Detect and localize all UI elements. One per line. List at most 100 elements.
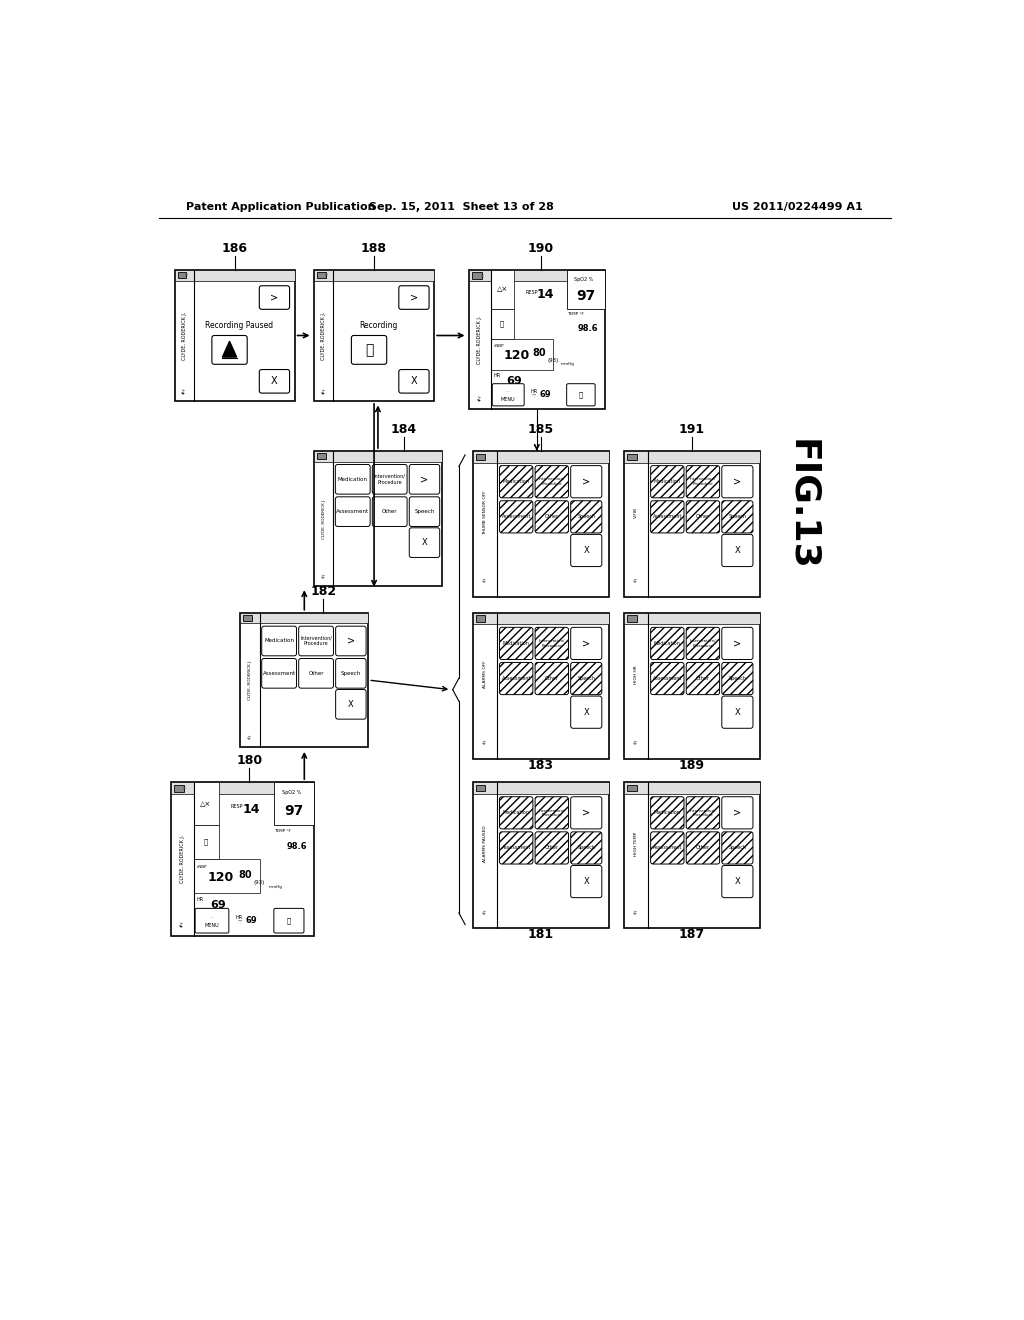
Bar — [317, 272, 326, 279]
Text: Medication: Medication — [338, 477, 368, 482]
FancyBboxPatch shape — [570, 866, 602, 898]
Polygon shape — [222, 342, 237, 358]
Text: Assessment: Assessment — [652, 845, 682, 850]
Text: Medication: Medication — [654, 810, 681, 816]
Text: Medication: Medication — [503, 810, 529, 816]
Text: 98.6: 98.6 — [287, 842, 307, 851]
Bar — [273, 781, 314, 825]
FancyBboxPatch shape — [410, 465, 439, 494]
Bar — [624, 612, 760, 624]
Bar — [183, 787, 185, 789]
Text: Assessment: Assessment — [262, 671, 296, 676]
Text: X: X — [734, 708, 740, 717]
Text: MENU: MENU — [205, 923, 219, 928]
Text: Speech: Speech — [578, 676, 595, 681]
Text: αβγ: αβγ — [634, 739, 638, 744]
Bar — [314, 451, 442, 462]
Text: Speech: Speech — [578, 845, 595, 850]
Bar — [473, 781, 608, 793]
Text: Patent Application Publication: Patent Application Publication — [186, 202, 376, 213]
FancyBboxPatch shape — [570, 466, 602, 498]
Text: ALARMS OFF: ALARMS OFF — [483, 660, 487, 688]
Text: CLYDE, RODERICK J.: CLYDE, RODERICK J. — [477, 315, 482, 363]
FancyBboxPatch shape — [722, 866, 753, 898]
Text: X: X — [422, 539, 427, 546]
FancyBboxPatch shape — [410, 496, 439, 527]
FancyBboxPatch shape — [536, 500, 568, 533]
Text: US 2011/0224499 A1: US 2011/0224499 A1 — [732, 202, 863, 213]
Text: αβγ: αβγ — [322, 573, 326, 578]
Text: 📷: 📷 — [287, 917, 291, 924]
FancyBboxPatch shape — [336, 659, 366, 688]
Text: X: X — [348, 700, 353, 709]
FancyBboxPatch shape — [686, 627, 720, 660]
FancyBboxPatch shape — [259, 370, 290, 393]
Text: 181: 181 — [527, 928, 554, 941]
Text: αβγ: αβγ — [483, 739, 487, 744]
Bar — [314, 451, 442, 586]
Text: Speech: Speech — [728, 676, 746, 681]
Text: X: X — [271, 376, 278, 387]
FancyBboxPatch shape — [536, 466, 568, 498]
Text: 188: 188 — [361, 242, 387, 255]
Text: 98.6: 98.6 — [578, 323, 599, 333]
Text: CLYDE, RODERICK J.: CLYDE, RODERICK J. — [248, 660, 252, 701]
Text: X: X — [584, 876, 589, 886]
FancyBboxPatch shape — [566, 384, 595, 405]
FancyBboxPatch shape — [536, 663, 568, 694]
Text: HR: HR — [197, 896, 204, 902]
FancyBboxPatch shape — [722, 535, 753, 566]
Bar — [174, 271, 295, 401]
Bar — [624, 781, 760, 793]
Bar — [627, 615, 637, 622]
Bar — [472, 272, 481, 279]
Text: Recording Paused: Recording Paused — [205, 321, 273, 330]
FancyBboxPatch shape — [686, 500, 720, 533]
FancyBboxPatch shape — [336, 626, 366, 656]
Text: THUMB SENSOR OFF: THUMB SENSOR OFF — [483, 490, 487, 535]
Text: 14: 14 — [537, 289, 554, 301]
Text: 69: 69 — [540, 391, 551, 399]
FancyBboxPatch shape — [536, 832, 568, 865]
FancyBboxPatch shape — [570, 832, 602, 865]
FancyBboxPatch shape — [686, 663, 720, 694]
FancyBboxPatch shape — [500, 663, 532, 694]
FancyBboxPatch shape — [650, 797, 684, 829]
Text: Intervention/
Procedure: Intervention/ Procedure — [689, 478, 716, 486]
FancyBboxPatch shape — [262, 626, 297, 656]
Bar — [473, 612, 608, 759]
Text: ...: ... — [506, 389, 510, 393]
Bar — [317, 453, 326, 459]
Text: Intervention/
Procedure: Intervention/ Procedure — [374, 474, 406, 484]
Text: TEMP °F: TEMP °F — [273, 829, 291, 833]
Text: Assessment: Assessment — [502, 676, 530, 681]
Text: 80: 80 — [239, 870, 252, 879]
Text: Other: Other — [382, 510, 397, 513]
Bar — [186, 275, 187, 276]
Text: >: > — [583, 808, 590, 818]
Text: RESP: RESP — [230, 804, 244, 809]
Text: HIGH HR: HIGH HR — [634, 665, 638, 684]
FancyBboxPatch shape — [336, 689, 366, 719]
Text: Intervention/
Procedure: Intervention/ Procedure — [539, 639, 565, 648]
Text: V-FIB: V-FIB — [634, 507, 638, 517]
Text: 190: 190 — [528, 242, 554, 255]
FancyBboxPatch shape — [335, 496, 370, 527]
FancyBboxPatch shape — [196, 908, 228, 933]
Bar — [469, 271, 604, 409]
Text: 182: 182 — [310, 585, 337, 598]
FancyBboxPatch shape — [500, 627, 532, 660]
FancyBboxPatch shape — [212, 335, 247, 364]
Text: >: > — [270, 293, 279, 302]
Bar — [174, 271, 295, 281]
Text: Intervention/
Procedure: Intervention/ Procedure — [689, 639, 716, 648]
Text: Speech: Speech — [341, 671, 361, 676]
FancyBboxPatch shape — [686, 797, 720, 829]
Text: >: > — [583, 639, 590, 648]
Text: 97: 97 — [285, 804, 303, 818]
Text: Medication: Medication — [654, 642, 681, 645]
Text: CLYDE, RODERICK J.: CLYDE, RODERICK J. — [181, 312, 186, 359]
Text: 187: 187 — [679, 928, 705, 941]
Text: ALARMS PAUSED: ALARMS PAUSED — [483, 825, 487, 862]
Text: 69: 69 — [245, 916, 257, 925]
